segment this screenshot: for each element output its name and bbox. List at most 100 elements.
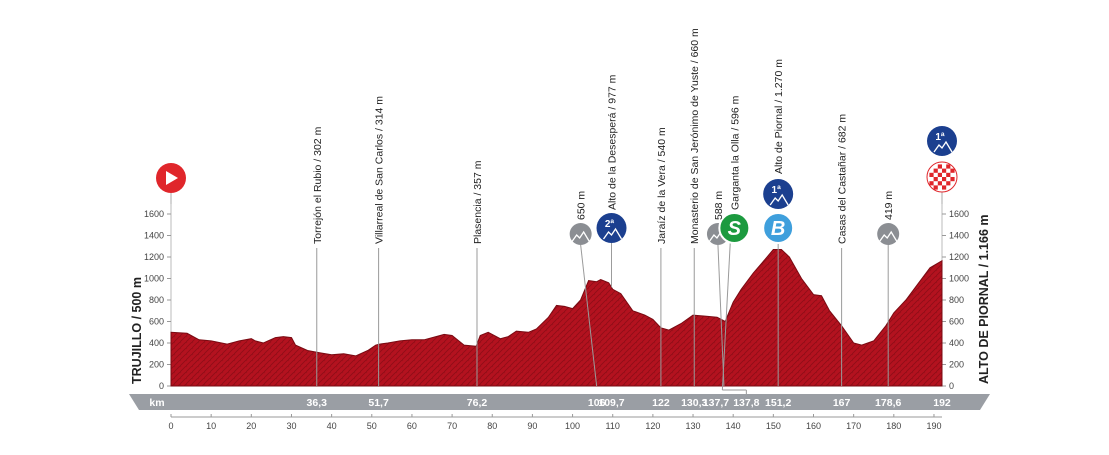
elevation-profile-area (170, 249, 943, 387)
x-tick-label: 40 (327, 421, 337, 431)
km-band-value: 122 (652, 397, 670, 409)
grey-summit-label: 419 m (883, 191, 895, 220)
finish-check-cell (950, 168, 955, 173)
x-tick-label: 0 (168, 421, 173, 431)
y-tick-label-right: 1400 (949, 231, 969, 241)
x-tick-label: 70 (447, 421, 457, 431)
mountain-icon (769, 193, 789, 206)
sprint-badge-label: S (728, 218, 742, 240)
climb-category-label: 2ª (605, 219, 615, 230)
x-tick-label: 20 (246, 421, 256, 431)
x-tick-label: 160 (806, 421, 821, 431)
grid-layer: 0 0 200 200 400 400 600 600 800 800 1000 1000 1200 12… (144, 204, 969, 391)
y-tick-label-left: 400 (149, 338, 164, 348)
mountain-icon (933, 140, 953, 153)
finish-check-cell (942, 168, 947, 173)
place-label: Villarreal de San Carlos / 314 m (374, 96, 386, 244)
x-tick-label: 140 (726, 421, 741, 431)
grey-summit-label: 650 m (576, 191, 588, 220)
place-label: Jaraíz de la Vera / 540 m (656, 127, 668, 244)
grey-summit-label: 588 m (713, 191, 725, 220)
km-band-value: 167 (833, 397, 851, 409)
km-band-value: 106 (588, 397, 606, 409)
x-tick-label: 30 (286, 421, 296, 431)
finish-check-cell (942, 185, 947, 190)
y-tick-label-left: 1200 (144, 252, 164, 262)
sprint-label: Garganta la Olla / 596 m (729, 95, 741, 210)
km-band-value: 109,7 (598, 397, 624, 409)
grey-marker-line (717, 244, 725, 387)
grey-marker-line (580, 244, 598, 387)
km-band-value: 192 (933, 397, 951, 409)
labels-layer: TRUJILLO / 500 m ALTO DE PIORNAL / 1.166 … (130, 28, 991, 384)
y-tick-label-right: 1000 (949, 274, 969, 284)
km-band-value: 151,2 (765, 397, 791, 409)
mountain-icon (602, 227, 623, 240)
profile-area-layer (170, 249, 943, 387)
x-axis-layer: 0 10 20 30 40 50 60 70 80 90 100 110 120 130 140 150 160… (168, 414, 942, 431)
y-tick-label-left: 0 (159, 381, 164, 391)
km-band-value: 76,2 (467, 397, 488, 409)
bonus-badge (762, 212, 795, 244)
start-label: TRUJILLO / 500 m (130, 277, 144, 384)
sprint-badge (718, 212, 751, 244)
x-tick-label: 10 (206, 421, 216, 431)
grey-summit-badge (877, 223, 900, 245)
y-tick-label-left: 1400 (144, 231, 164, 241)
y-tick-label-right: 200 (949, 360, 964, 370)
mountain-icon (878, 230, 898, 243)
x-tick-label: 110 (606, 421, 620, 431)
climb-category-label: 1ª (935, 132, 945, 143)
marker-lines-layer (170, 192, 943, 394)
y-tick-label-right: 800 (949, 295, 964, 305)
x-tick-label: 60 (407, 421, 417, 431)
finish-check-cell (950, 177, 955, 182)
y-tick-label-right: 1600 (949, 209, 969, 219)
x-tick-label: 180 (886, 421, 901, 431)
place-label: Casas del Castañar / 682 m (837, 114, 849, 244)
km-band-value: 178,6 (875, 397, 901, 409)
finish-check-cell (933, 177, 938, 182)
finish-check-cell (946, 172, 951, 177)
y-tick-label-left: 200 (149, 360, 164, 370)
grey-summit-badge (569, 223, 592, 245)
y-tick-label-right: 0 (949, 381, 954, 391)
y-tick-label-left: 1600 (144, 209, 164, 219)
finish-check-cell (933, 185, 938, 190)
km-band-value: 137,8 (733, 397, 759, 409)
y-tick-label-left: 1000 (144, 274, 164, 284)
km-band-value: 130,3 (681, 397, 707, 409)
km-band (129, 394, 990, 410)
finish-label: ALTO DE PIORNAL / 1.166 m (977, 215, 991, 385)
mountain-icon (571, 230, 591, 243)
y-tick-label-left: 600 (149, 317, 164, 327)
cat1-climb-label: Alto de Piornal / 1.270 m (773, 59, 785, 174)
finish-check-cell (929, 181, 934, 186)
x-tick-label: 90 (527, 421, 537, 431)
finish-check-cell (946, 164, 951, 169)
finish-check-cell (942, 177, 947, 182)
finish-check-cell (937, 181, 942, 186)
x-tick-label: 120 (645, 421, 660, 431)
y-tick-label-right: 600 (949, 317, 964, 327)
km-band-value: 137,7 (703, 397, 729, 409)
km-band-unit-label: km (149, 397, 164, 409)
x-tick-label: 190 (926, 421, 941, 431)
finish-check-cell (946, 181, 951, 186)
x-tick-label: 170 (846, 421, 861, 431)
y-tick-label-right: 1200 (949, 252, 969, 262)
sprint-marker-line (721, 240, 731, 391)
bonus-badge-label: B (771, 218, 785, 240)
x-tick-label: 150 (766, 421, 781, 431)
finish-check-cell (929, 172, 934, 177)
place-label: Torrejón el Rubio / 302 m (312, 126, 324, 244)
km-band-value: 51,7 (368, 397, 389, 409)
finish-check-cell (937, 164, 942, 169)
km-band-value: 36,3 (307, 397, 328, 409)
x-tick-label: 80 (487, 421, 497, 431)
x-tick-label: 130 (686, 421, 701, 431)
climb-category-label: 1ª (772, 185, 782, 196)
